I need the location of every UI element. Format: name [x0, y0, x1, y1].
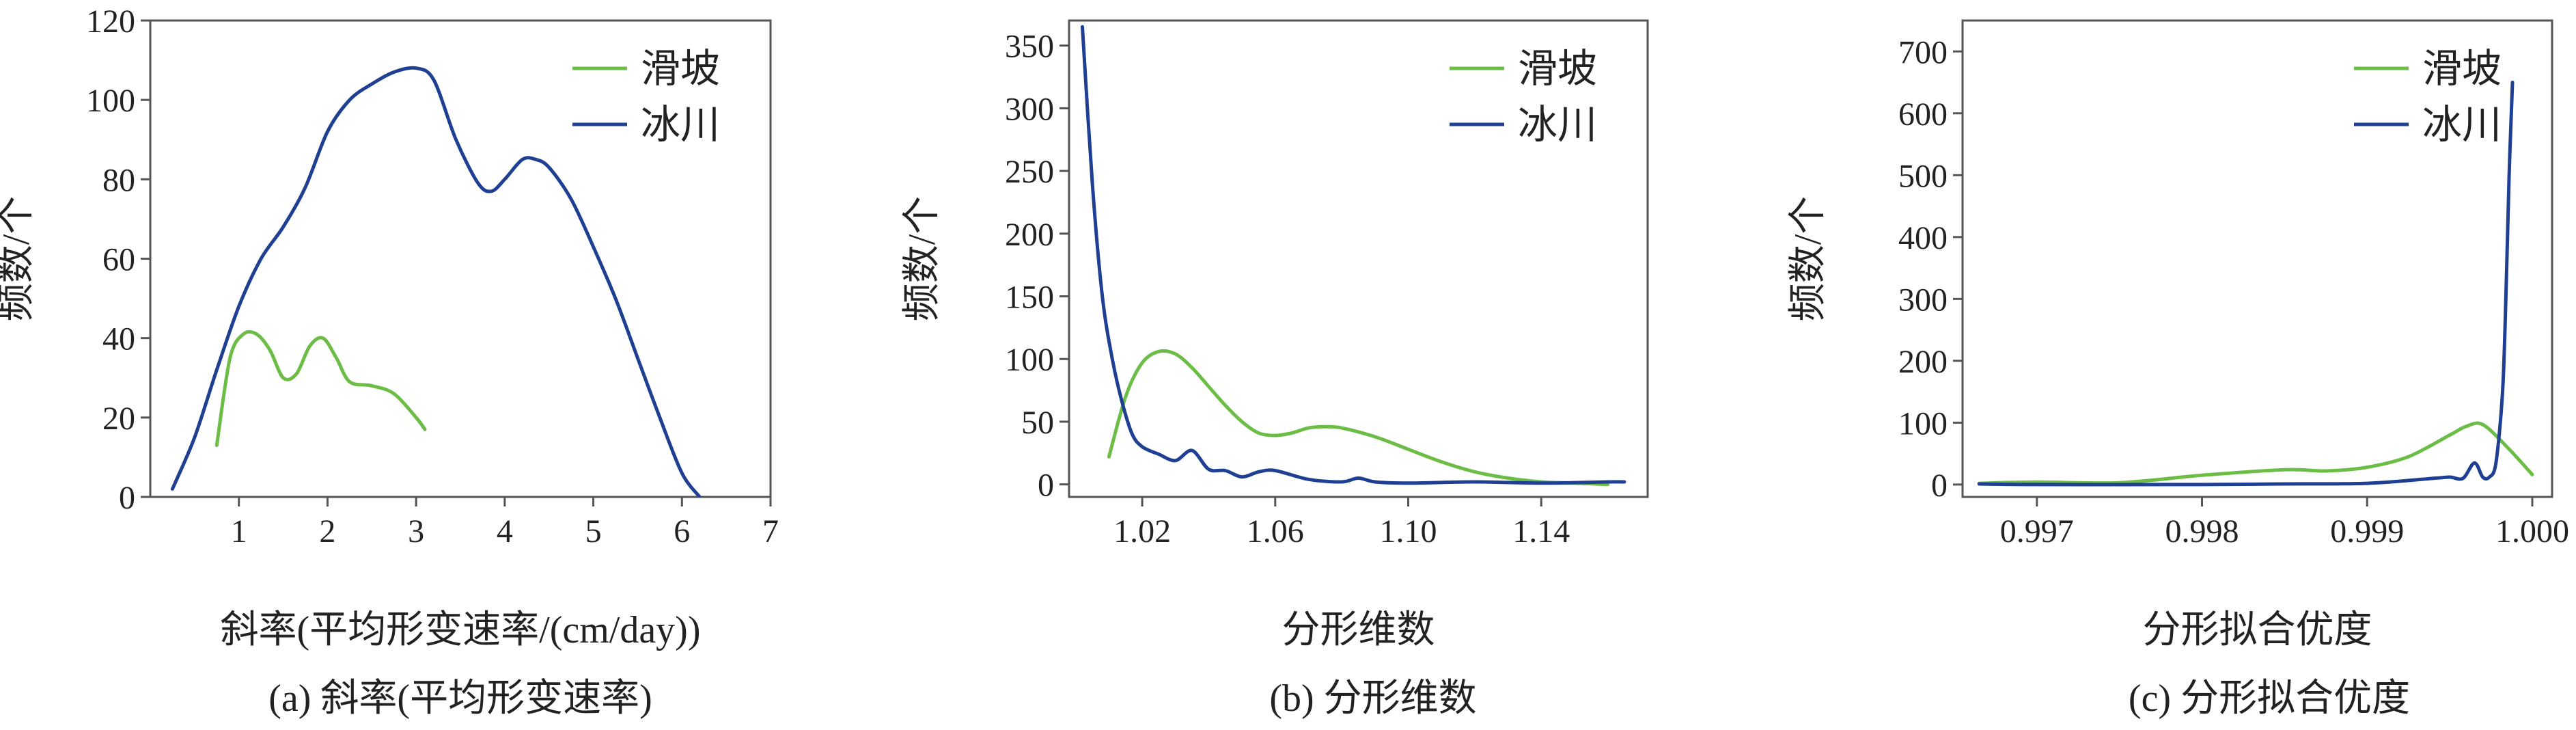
plot-frame	[1068, 19, 1649, 498]
x-axis-label: 斜率(平均形变速率/(cm/day))	[221, 609, 701, 651]
legend-label: 滑坡	[1518, 46, 1597, 91]
y-tick-label: 0	[1038, 468, 1054, 504]
y-tick-label: 0	[119, 480, 135, 516]
x-tick-label: 1.14	[1512, 513, 1570, 550]
y-tick-label: 20	[102, 401, 135, 437]
series-line-glacier	[170, 66, 702, 497]
y-tick-label: 150	[1005, 280, 1054, 316]
panel-caption: (b) 分形维数	[1269, 677, 1476, 720]
x-axis-label: 分形维数	[1282, 609, 1435, 651]
plot-frame	[1961, 19, 2553, 498]
y-axis-label: 频数/个	[0, 196, 38, 322]
x-tick-label: 3	[408, 513, 424, 550]
x-tick-label: 0.997	[2000, 513, 2074, 550]
y-tick-label: 0	[1931, 468, 1948, 504]
series-line-glacier	[1977, 81, 2515, 487]
x-tick-label: 1.10	[1380, 513, 1437, 550]
y-tick-label: 50	[1021, 405, 1054, 441]
y-tick-label: 80	[102, 162, 135, 198]
x-tick-label: 2	[319, 513, 335, 550]
y-tick-label: 100	[86, 83, 135, 119]
panel-caption: (c) 分形拟合优度	[2129, 677, 2410, 720]
chart-panel-a: 0 20 40 60 80 100 120 1 2 3 4 5 6 7 斜率(平均形变速率/(cm/day)…	[0, 3, 779, 720]
x-tick-label: 6	[674, 513, 690, 550]
y-tick-label: 40	[102, 321, 135, 357]
x-tick-label: 5	[585, 513, 602, 550]
y-tick-label: 300	[1898, 282, 1948, 318]
x-tick-label: 0.999	[2330, 513, 2404, 550]
x-tick-label: 0.998	[2165, 513, 2239, 550]
y-tick-label: 700	[1898, 34, 1948, 70]
panel-caption: (a) 斜率(平均形变速率)	[268, 677, 652, 720]
x-tick-label: 1.02	[1113, 513, 1171, 550]
y-tick-label: 400	[1898, 220, 1948, 256]
chart-panel-b: 0 50 100 150 200 250 300 350 1.02 1.06 1.10 1.14 分形维…	[901, 19, 1649, 720]
y-tick-label: 100	[1898, 405, 1948, 442]
y-tick-label: 350	[1005, 29, 1054, 65]
x-tick-label: 1.000	[2495, 513, 2569, 550]
legend-label: 冰川	[2422, 103, 2502, 147]
plot-frame	[149, 19, 772, 498]
y-tick-label: 120	[86, 3, 135, 40]
legend-label: 冰川	[1518, 103, 1597, 147]
y-axis-label: 频数/个	[1787, 196, 1829, 322]
y-tick-label: 200	[1898, 344, 1948, 380]
legend-label: 滑坡	[641, 46, 720, 91]
x-axis-label: 分形拟合优度	[2143, 609, 2372, 651]
x-tick-label: 1	[231, 513, 247, 550]
y-tick-label: 300	[1005, 91, 1054, 127]
y-axis-label: 频数/个	[901, 196, 943, 322]
y-tick-label: 500	[1898, 158, 1948, 194]
y-tick-label: 200	[1005, 217, 1054, 253]
y-tick-label: 60	[102, 242, 135, 278]
x-tick-label: 4	[497, 513, 513, 550]
series-line-landslide	[214, 329, 427, 447]
legend-label: 滑坡	[2422, 46, 2502, 91]
y-tick-label: 250	[1005, 154, 1054, 190]
x-tick-label: 1.06	[1247, 513, 1304, 550]
series-line-landslide	[1107, 349, 1610, 487]
y-tick-label: 100	[1005, 342, 1054, 378]
chart-panel-c: 0 100 200 300 400 500 600 700 0.997 0.998 0.999 1.0…	[1787, 19, 2569, 720]
legend-label: 冰川	[641, 103, 720, 147]
series-line-glacier	[1081, 25, 1626, 485]
y-tick-label: 600	[1898, 96, 1948, 133]
series-line-landslide	[1977, 421, 2534, 485]
x-tick-label: 7	[762, 513, 779, 550]
